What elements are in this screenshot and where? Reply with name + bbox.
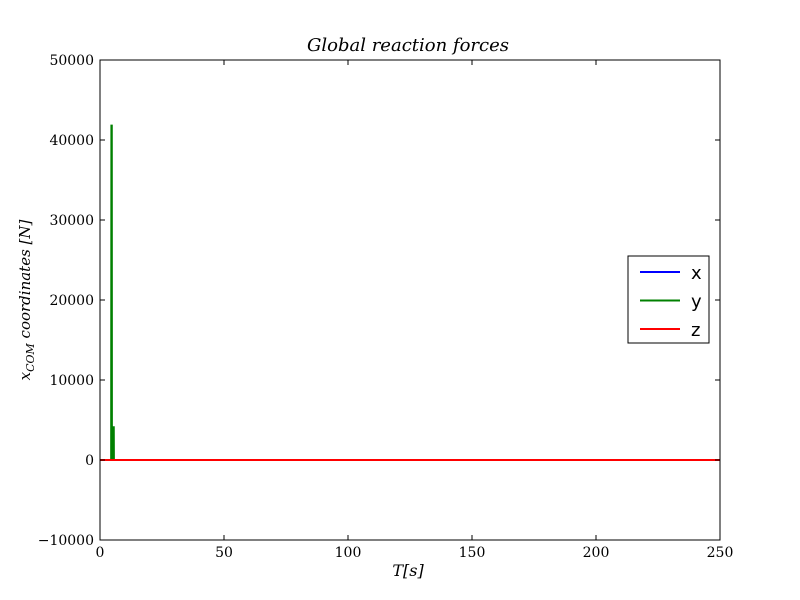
ticks-layer: 0 50 100 150 200 250−100000100002000030000400…: [38, 53, 734, 561]
y-tick-label: 10000: [49, 373, 94, 389]
x-tick-label: 0: [96, 545, 105, 561]
y-axis-label: xCOM coordinates [N]: [16, 219, 37, 380]
x-tick-label: 250: [707, 545, 734, 561]
legend-label-z: z: [691, 320, 700, 341]
x-tick-label: 200: [583, 545, 610, 561]
series-layer: [100, 124, 720, 461]
x-tick-label: 50: [215, 545, 233, 561]
y-axis-label-rest: coordinates [N]: [16, 219, 34, 343]
y-tick-label: 30000: [49, 213, 94, 229]
legend: xyz: [627, 255, 710, 344]
legend-label-y: y: [691, 292, 702, 313]
y-tick-label: 20000: [49, 293, 94, 309]
chart-title: Global reaction forces: [307, 35, 509, 56]
y-tick-label: 0: [85, 453, 94, 469]
y-tick-label: 40000: [49, 133, 94, 149]
x-axis-label: T[s]: [392, 561, 424, 580]
legend-label-x: x: [691, 263, 702, 284]
x-tick-label: 100: [335, 545, 362, 561]
x-tick-label: 150: [459, 545, 486, 561]
y-axis-label-main: x: [16, 371, 34, 380]
y-axis-label-subscript: COM: [24, 342, 37, 371]
y-tick-label: 50000: [49, 53, 94, 69]
y-tick-label: −10000: [38, 533, 94, 549]
